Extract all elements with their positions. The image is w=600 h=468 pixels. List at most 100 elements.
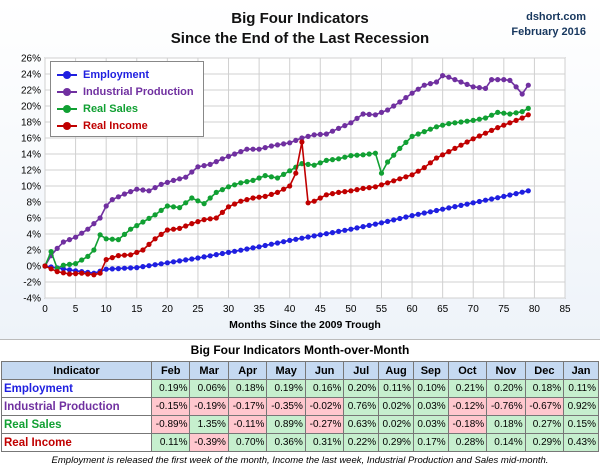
data-point [287,237,293,243]
data-point [238,198,244,204]
data-point [378,182,385,188]
data-point [213,159,219,165]
chart-title: Big Four Indicators [231,10,369,27]
data-point [385,159,391,165]
table-row: Employment 0.19% 0.06% 0.18% 0.19% 0.16% 0.20%… [1,379,599,398]
data-point [519,109,525,115]
x-tick-label: 0 [42,304,48,315]
data-point [311,132,317,138]
data-point [103,257,109,263]
month-header: Nov [486,361,526,380]
data-point [66,271,73,277]
data-point [446,205,452,211]
table-cell: -0.76% [486,397,526,416]
data-point [134,223,140,229]
data-point [360,152,366,158]
data-point [415,211,421,217]
data-point [482,85,489,91]
data-point [250,195,256,201]
data-point [464,201,470,207]
table-cell: 0.02% [378,415,414,434]
table-cell: 0.18% [486,415,526,434]
data-point [507,120,513,126]
data-point [195,198,201,204]
data-point [115,266,121,272]
y-tick-label: -2% [23,278,41,289]
data-point [109,197,115,203]
x-tick-label: 30 [223,304,235,315]
data-point [305,234,311,240]
x-tick-label: 5 [73,304,79,315]
data-point [427,209,433,215]
y-tick-label: 16% [21,134,41,145]
data-point [311,162,317,168]
data-point [42,263,48,269]
data-point [385,107,391,113]
data-point [305,200,311,206]
month-header: Jan [563,361,599,380]
data-point [219,187,225,193]
data-point [403,214,409,220]
y-tick-label: 4% [27,230,42,241]
table-cell: 0.28% [447,433,488,452]
data-point [140,187,146,193]
date-label: February 2016 [511,26,586,38]
table-row: Industrial Production -0.15% -0.19% -0.17% -… [1,397,599,416]
data-point [287,183,293,189]
data-point [336,189,342,195]
data-point [250,146,256,152]
data-point [140,247,146,253]
table-cell: 0.19% [150,379,191,398]
data-point [219,156,225,162]
month-header: Jun [304,361,345,380]
data-point [54,245,60,251]
data-point [409,90,415,96]
data-point [476,85,482,91]
data-point [225,249,232,255]
data-point [415,168,421,174]
indicator-header: Indicator [1,361,152,380]
data-point [268,143,274,149]
table-cell: 0.27% [524,415,565,434]
data-point [281,239,287,245]
data-point [366,151,372,157]
data-point [79,270,85,276]
data-point [183,257,189,263]
data-point [464,118,470,124]
data-point [134,186,140,192]
data-point [152,212,158,218]
data-point [342,189,348,195]
table-cell: 0.11% [563,379,599,398]
table-cell: -0.12% [447,397,488,416]
data-point [433,155,440,161]
month-header: Aug [378,361,414,380]
data-point [519,91,525,97]
table-cell: 1.35% [189,415,229,434]
data-point [446,121,452,127]
data-point [452,145,458,151]
data-point [232,248,238,254]
data-point [225,153,232,159]
table-cell: 0.03% [412,415,449,434]
data-point [274,189,281,195]
data-point [177,225,183,231]
legend-label: Real Income [83,119,148,132]
data-point [195,219,201,225]
data-point [287,140,293,146]
data-point [274,142,281,148]
data-point [60,266,66,272]
table-cell: -0.17% [227,397,268,416]
data-point [109,236,115,242]
data-point [525,112,531,118]
data-point [342,123,348,129]
data-point [482,130,489,136]
legend-label: Industrial Production [83,85,194,98]
data-point [372,150,378,156]
table-cell: 0.14% [486,433,526,452]
data-point [501,193,507,199]
data-point [256,175,262,181]
data-point [299,135,305,141]
data-point [360,185,366,191]
data-point [85,271,91,277]
table-body: Employment 0.19% 0.06% 0.18% 0.19% 0.16% 0.20%… [1,379,599,452]
